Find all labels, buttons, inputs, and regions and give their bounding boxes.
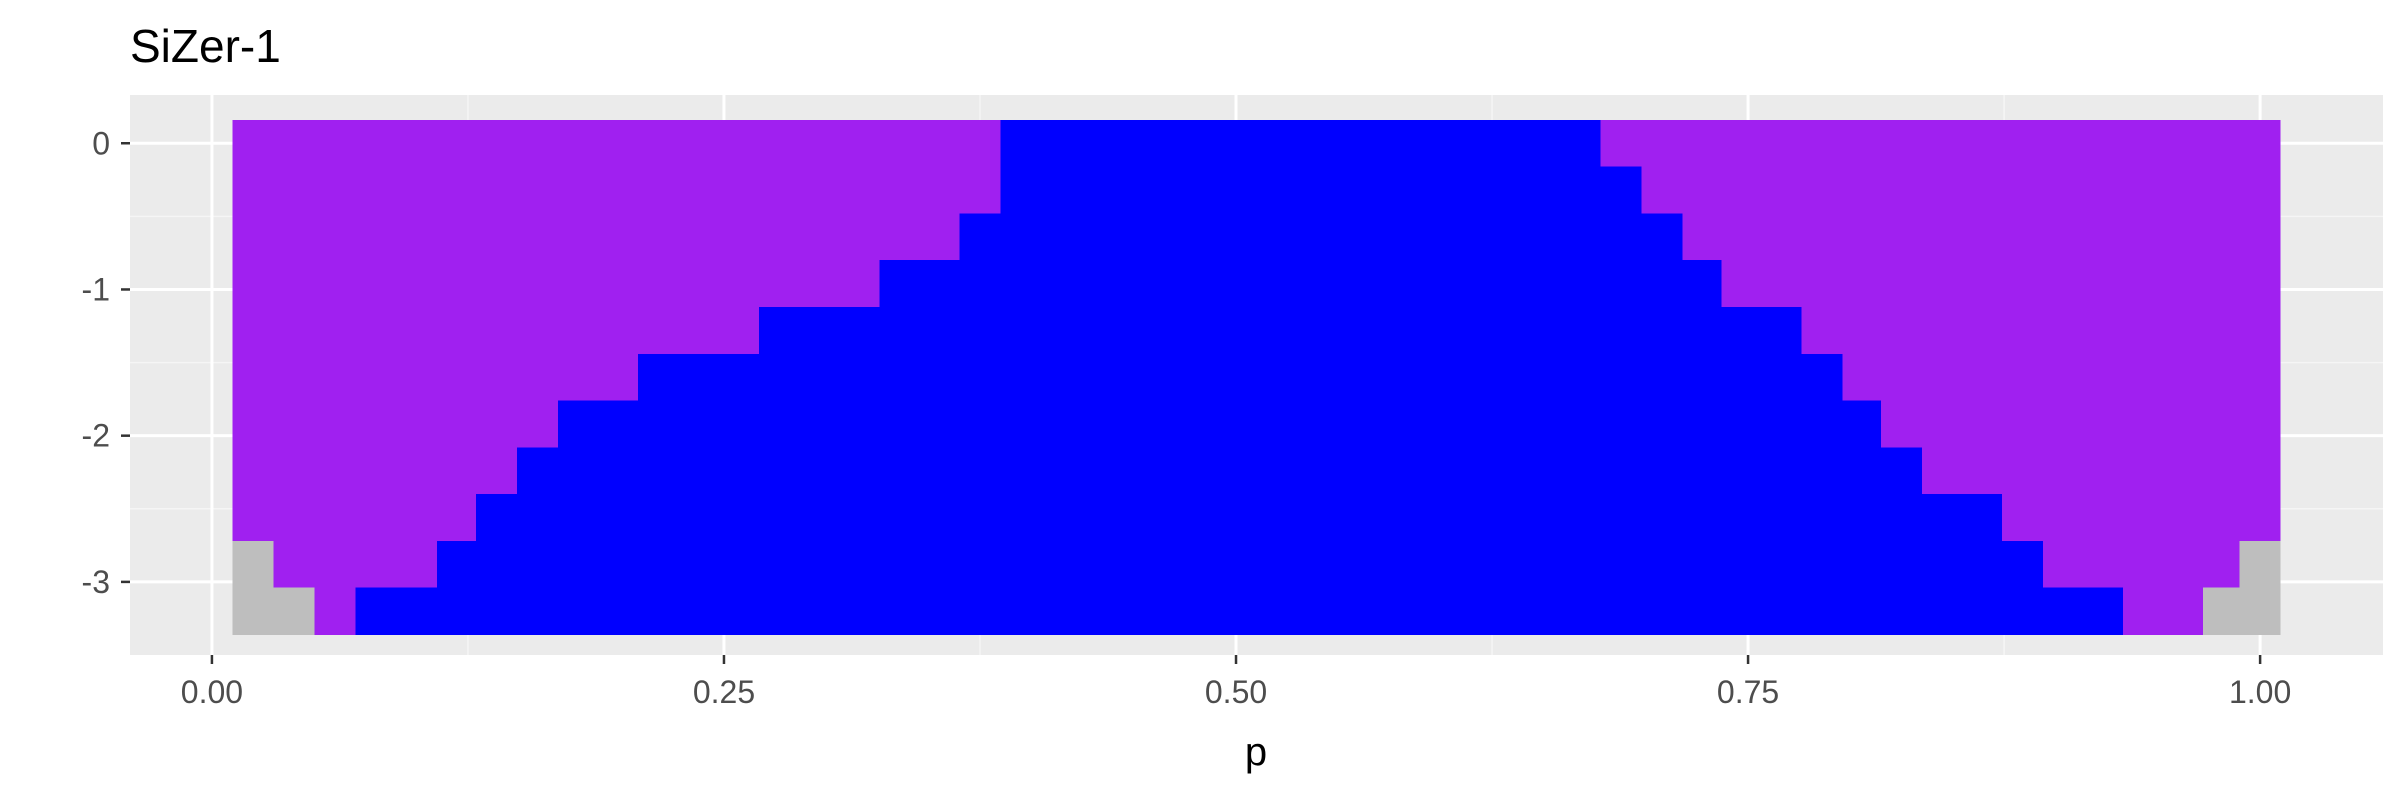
x-tick-label: 1.00 [2229,674,2291,710]
x-axis-title: p [1245,730,1267,774]
x-tick-label: 0.75 [1717,674,1779,710]
sizer-cell-increasing [517,447,1923,495]
y-tick-label: -1 [82,271,110,307]
sizer-cell-increasing [637,353,1843,402]
x-axis: 0.00 0.25 0.50 0.75 1.00 [181,655,2291,710]
sizer-cell-increasing [959,213,1683,261]
sizer-cells [232,119,2281,636]
y-axis: 0 -1 -2 -3 [82,125,130,600]
sizer-cell-increasing [1000,119,1601,168]
y-tick-label: -2 [82,418,110,454]
chart-title: SiZer-1 [130,20,281,72]
sizer-cell-increasing [437,540,2044,589]
x-tick-label: 0.50 [1205,674,1267,710]
y-tick-label: 0 [92,125,110,161]
x-tick-label: 0.25 [693,674,755,710]
sizer-cell-increasing [558,400,1882,448]
y-tick-label: -3 [82,564,110,600]
x-tick-label: 0.00 [181,674,243,710]
sizer-cell-sparse [2202,587,2281,636]
sizer-cell-increasing [879,260,1722,308]
sizer-cell-sparse [232,587,315,636]
sizer-cell-sparse [2239,540,2281,589]
sizer-cell-increasing [1000,166,1642,215]
sizer-cell-increasing [758,307,1802,355]
sizer-cell-sparse [232,540,274,589]
sizer-cell-increasing [476,494,2003,542]
sizer-cell-increasing [355,587,2123,636]
